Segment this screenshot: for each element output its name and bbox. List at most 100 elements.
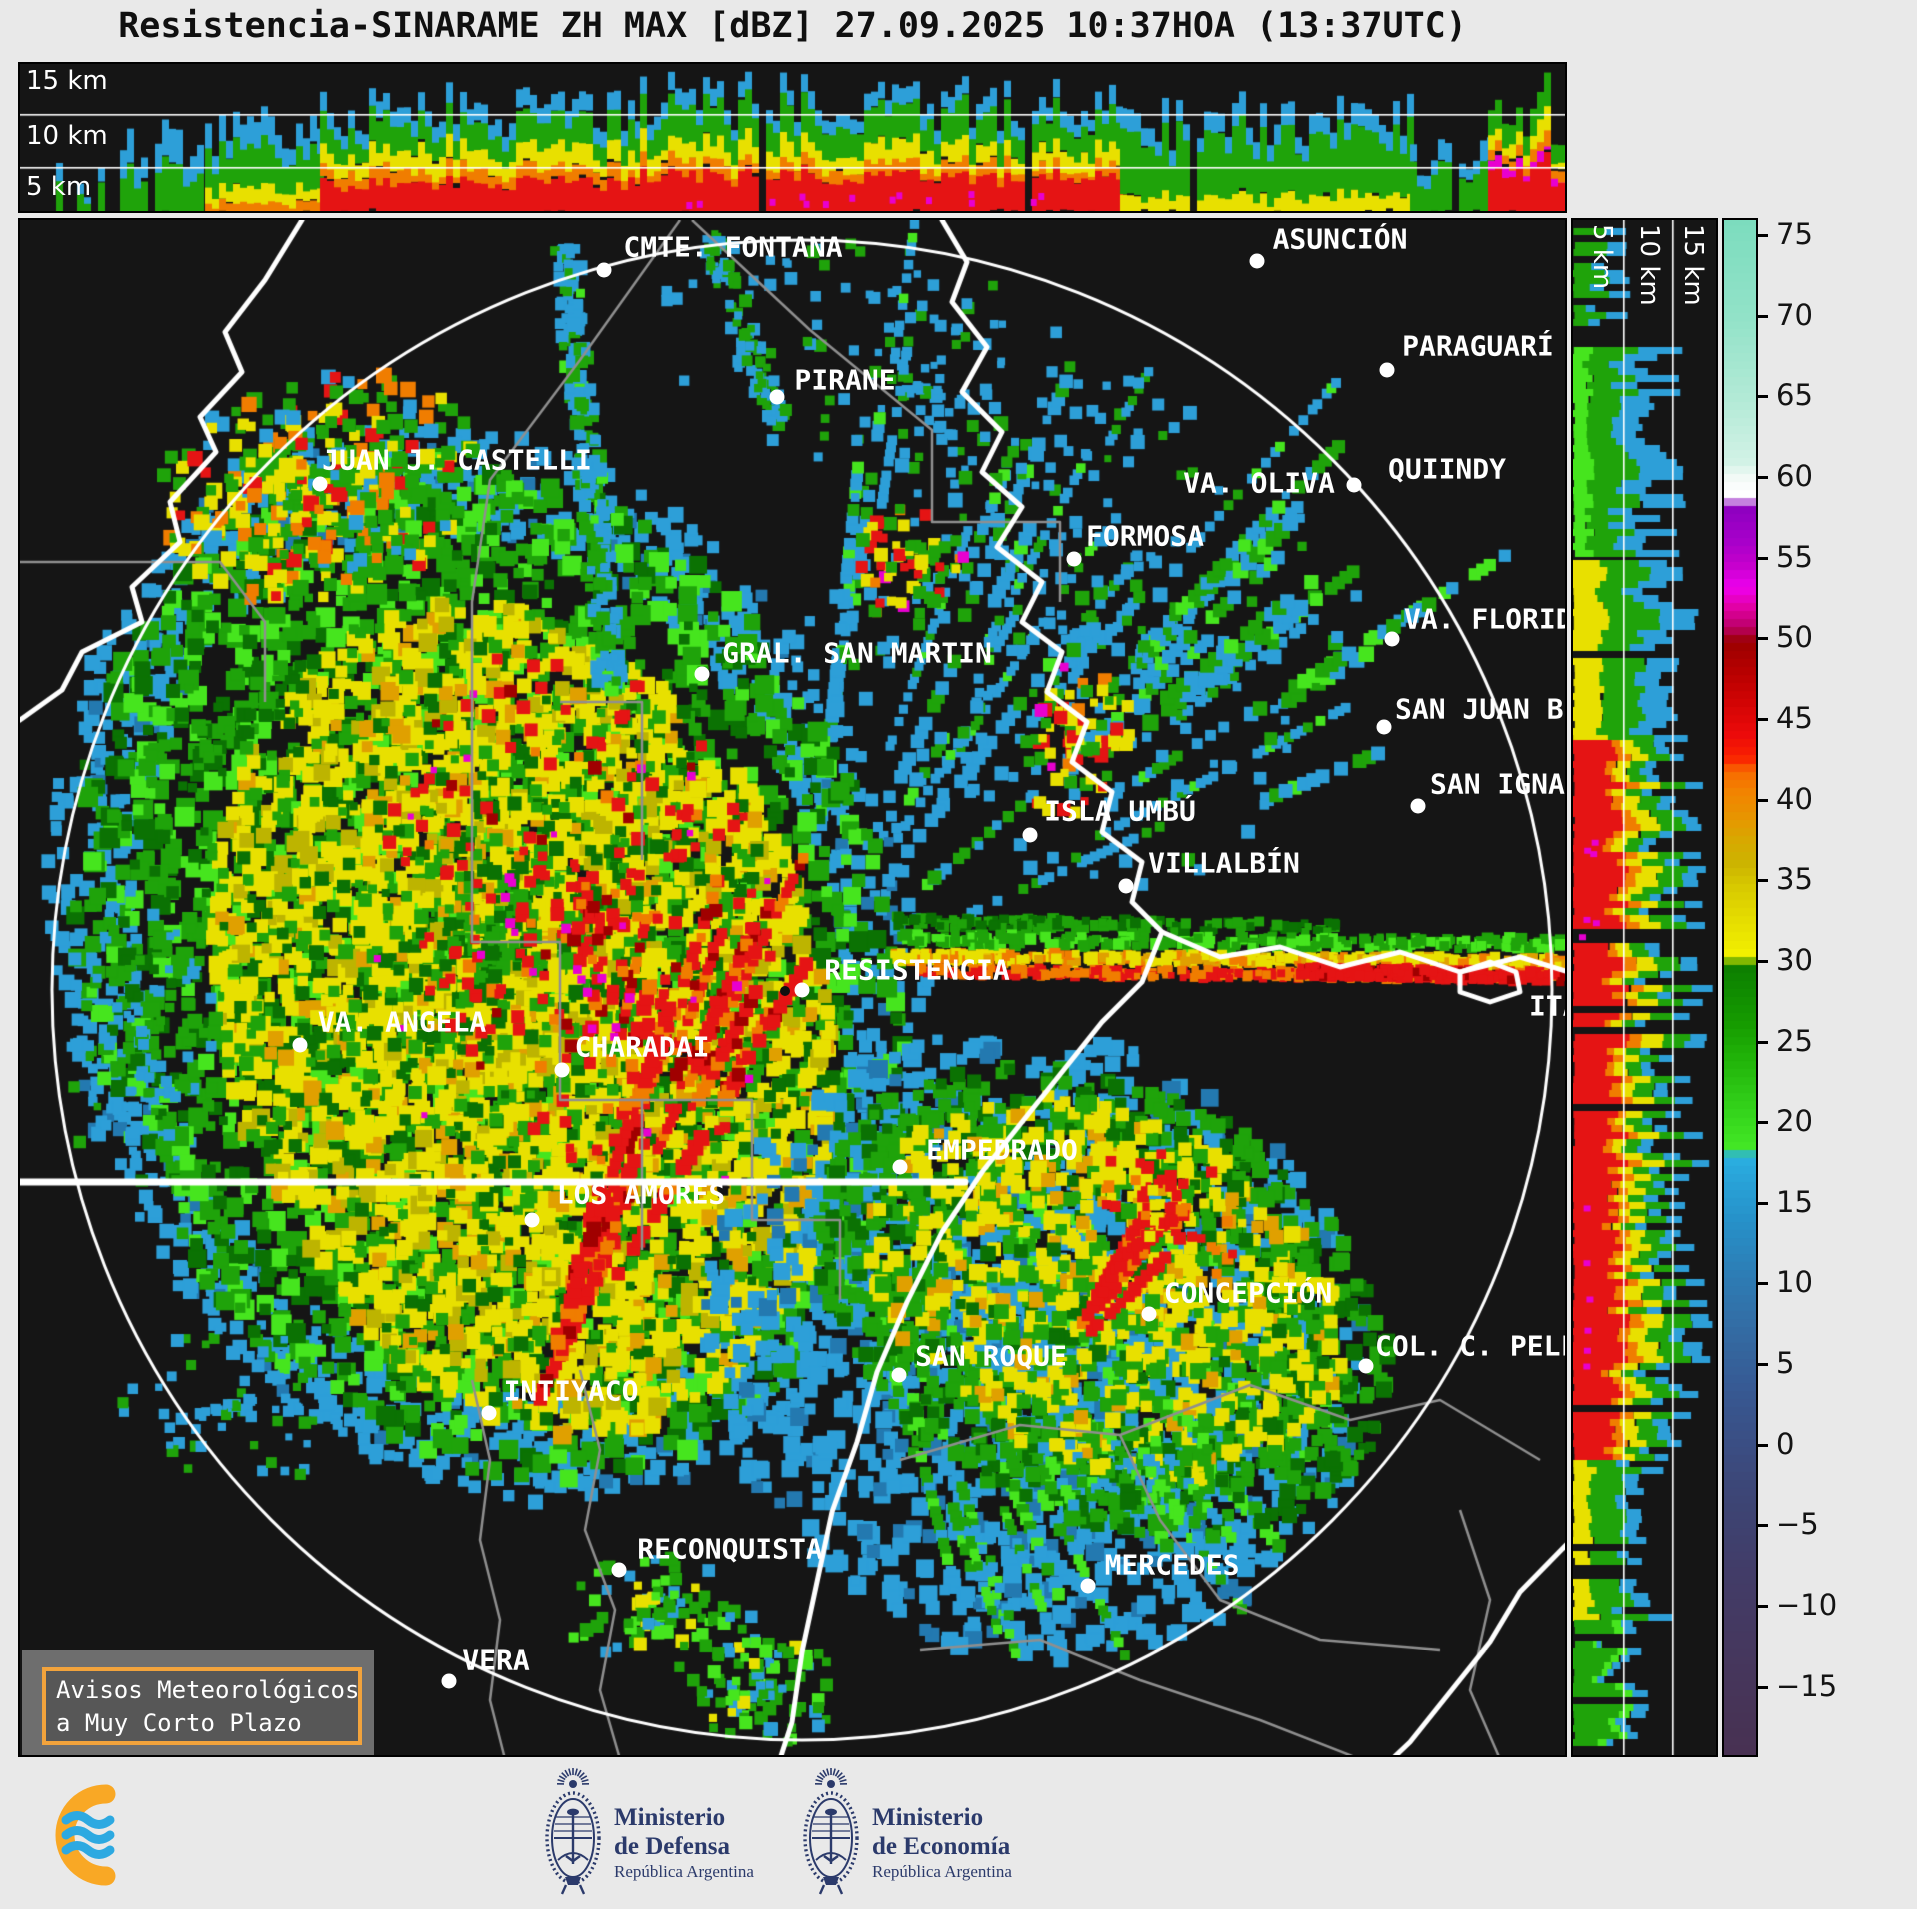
- city-dot: [1346, 477, 1362, 493]
- colorbar-tick-mark: [1758, 1443, 1768, 1447]
- height-label-5km: 5 km: [26, 172, 92, 202]
- colorbar-tick-mark: [1758, 879, 1768, 883]
- colorbar-tick-label: 40: [1776, 781, 1813, 816]
- colorbar-tick-mark: [1758, 556, 1768, 560]
- economia-line-3: República Argentina: [872, 1862, 1012, 1881]
- city-label: VILLALBÍN: [1148, 846, 1300, 880]
- city-label: RECONQUISTA: [637, 1532, 823, 1566]
- city-label: JUAN J. CASTELLI: [322, 443, 592, 477]
- city-dot: [1080, 1578, 1096, 1594]
- city-dot: [611, 1562, 627, 1578]
- city-label: CONCEPCIÓN: [1163, 1276, 1333, 1310]
- colorbar-tick-mark: [1758, 798, 1768, 802]
- colorbar-tick-mark: [1758, 1524, 1768, 1528]
- colorbar-tick-label: −5: [1776, 1507, 1819, 1542]
- city-dot: [524, 1212, 540, 1228]
- city-label: CHARADAI: [574, 1030, 710, 1064]
- city-dot: [1358, 1358, 1374, 1374]
- city-label: CMTE. FONTANA: [623, 230, 843, 264]
- defensa-line-3: República Argentina: [614, 1862, 754, 1881]
- top-cross-section-canvas: [20, 64, 1565, 211]
- colorbar-tick-label: 25: [1776, 1023, 1813, 1058]
- city-label: RESISTENCIA: [824, 953, 1010, 987]
- defensa-line-2: de Defensa: [614, 1833, 730, 1860]
- city-label: ITÁ: [1529, 989, 1565, 1023]
- defensa-line-1: Ministerio: [614, 1804, 726, 1831]
- city-dot: [481, 1405, 497, 1421]
- footer: Servicio Meteorológico Nacional Argentin…: [0, 1763, 1917, 1909]
- colorbar-tick-label: 70: [1776, 297, 1813, 332]
- colorbar-tick-label: 30: [1776, 942, 1813, 977]
- radar-site-marker: [780, 986, 790, 996]
- economia-crest-icon: [803, 1768, 859, 1895]
- city-label: PARAGUARÍ: [1402, 329, 1554, 363]
- colorbar-canvas: [1724, 220, 1756, 1755]
- city-label: LOS AMORES: [556, 1177, 726, 1211]
- colorbar-tick-label: 10: [1776, 1265, 1813, 1300]
- city-label: INTIYACO: [503, 1374, 639, 1408]
- city-dot: [441, 1673, 457, 1689]
- warning-line-1: Avisos Meteorológicos: [56, 1676, 360, 1704]
- colorbar-tick-mark: [1758, 637, 1768, 641]
- colorbar-tick-label: 55: [1776, 539, 1813, 574]
- right-cross-section-panel: 5 km 10 km 15 km: [1571, 218, 1718, 1757]
- colorbar-tick-label: 35: [1776, 862, 1813, 897]
- colorbar-tick-label: 5: [1776, 1346, 1795, 1381]
- city-label: SAN JUAN B.: [1395, 692, 1567, 726]
- colorbar-tick-mark: [1758, 395, 1768, 399]
- colorbar-tick-label: 65: [1776, 378, 1813, 413]
- colorbar-tick-label: 0: [1776, 1426, 1795, 1461]
- city-label: ISLA UMBÚ: [1044, 794, 1196, 828]
- colorbar-tick-label: 75: [1776, 217, 1813, 251]
- city-dot: [554, 1062, 570, 1078]
- warning-box[interactable]: Avisos Meteorológicos a Muy Corto Plazo: [42, 1667, 362, 1745]
- city-dot: [1410, 798, 1426, 814]
- city-dot: [1141, 1306, 1157, 1322]
- economia-line-2: de Economía: [872, 1833, 1011, 1860]
- city-dot: [312, 476, 328, 492]
- colorbar-tick-mark: [1758, 475, 1768, 479]
- economia-wordmark: Ministerio de Economía República Argenti…: [872, 1803, 1012, 1883]
- right-cross-section-canvas: [1573, 220, 1716, 1755]
- city-dot: [596, 262, 612, 278]
- defensa-wordmark: Ministerio de Defensa República Argentin…: [614, 1803, 754, 1883]
- city-dot: [1022, 827, 1038, 843]
- warning-line-2: a Muy Corto Plazo: [56, 1709, 302, 1737]
- city-dot: [1379, 362, 1395, 378]
- city-dot: [1384, 631, 1400, 647]
- city-dot: [1118, 878, 1134, 894]
- city-label: ASUNCIÓN: [1272, 222, 1408, 256]
- city-label: PIRANE: [794, 363, 896, 397]
- height-label-15km: 15 km: [26, 66, 108, 96]
- defensa-crest-icon: [545, 1768, 601, 1895]
- colorbar-tick-mark: [1758, 1121, 1768, 1125]
- city-label: QUIINDY: [1387, 452, 1507, 486]
- height-label-5km-v: 5 km: [1587, 224, 1617, 290]
- city-dot: [292, 1037, 308, 1053]
- colorbar-tick-mark: [1758, 959, 1768, 963]
- height-label-10km: 10 km: [26, 121, 108, 151]
- colorbar-tick-mark: [1758, 1605, 1768, 1609]
- colorbar-tick-mark: [1758, 1685, 1768, 1689]
- city-dot: [694, 666, 710, 682]
- city-dot: [891, 1367, 907, 1383]
- colorbar-tick-label: 45: [1776, 700, 1813, 735]
- colorbar-tick-mark: [1758, 234, 1768, 237]
- city-label: VA. ANGELA: [317, 1005, 487, 1039]
- colorbar-tick-label: 60: [1776, 458, 1813, 493]
- city-dot: [892, 1159, 908, 1175]
- city-label: EMPEDRADO: [926, 1133, 1078, 1167]
- top-cross-section-panel: 15 km 10 km 5 km: [18, 62, 1567, 213]
- city-dot: [1376, 719, 1392, 735]
- colorbar-tick-label: 15: [1776, 1184, 1813, 1219]
- city-label: MERCEDES: [1104, 1548, 1240, 1582]
- smn-logo: [55, 1784, 116, 1886]
- city-label: VA. OLIVA: [1183, 466, 1335, 500]
- economia-line-1: Ministerio: [872, 1804, 984, 1831]
- city-label: SAN IGNACIO: [1430, 767, 1565, 801]
- city-dot: [1066, 551, 1082, 567]
- colorbar-tick-mark: [1758, 1282, 1768, 1286]
- colorbar-tick-mark: [1758, 1040, 1768, 1044]
- radar-map: CMTE. FONTANA ASUNCIÓN PIRANE PARAGUARÍ JUAN…: [18, 218, 1567, 1757]
